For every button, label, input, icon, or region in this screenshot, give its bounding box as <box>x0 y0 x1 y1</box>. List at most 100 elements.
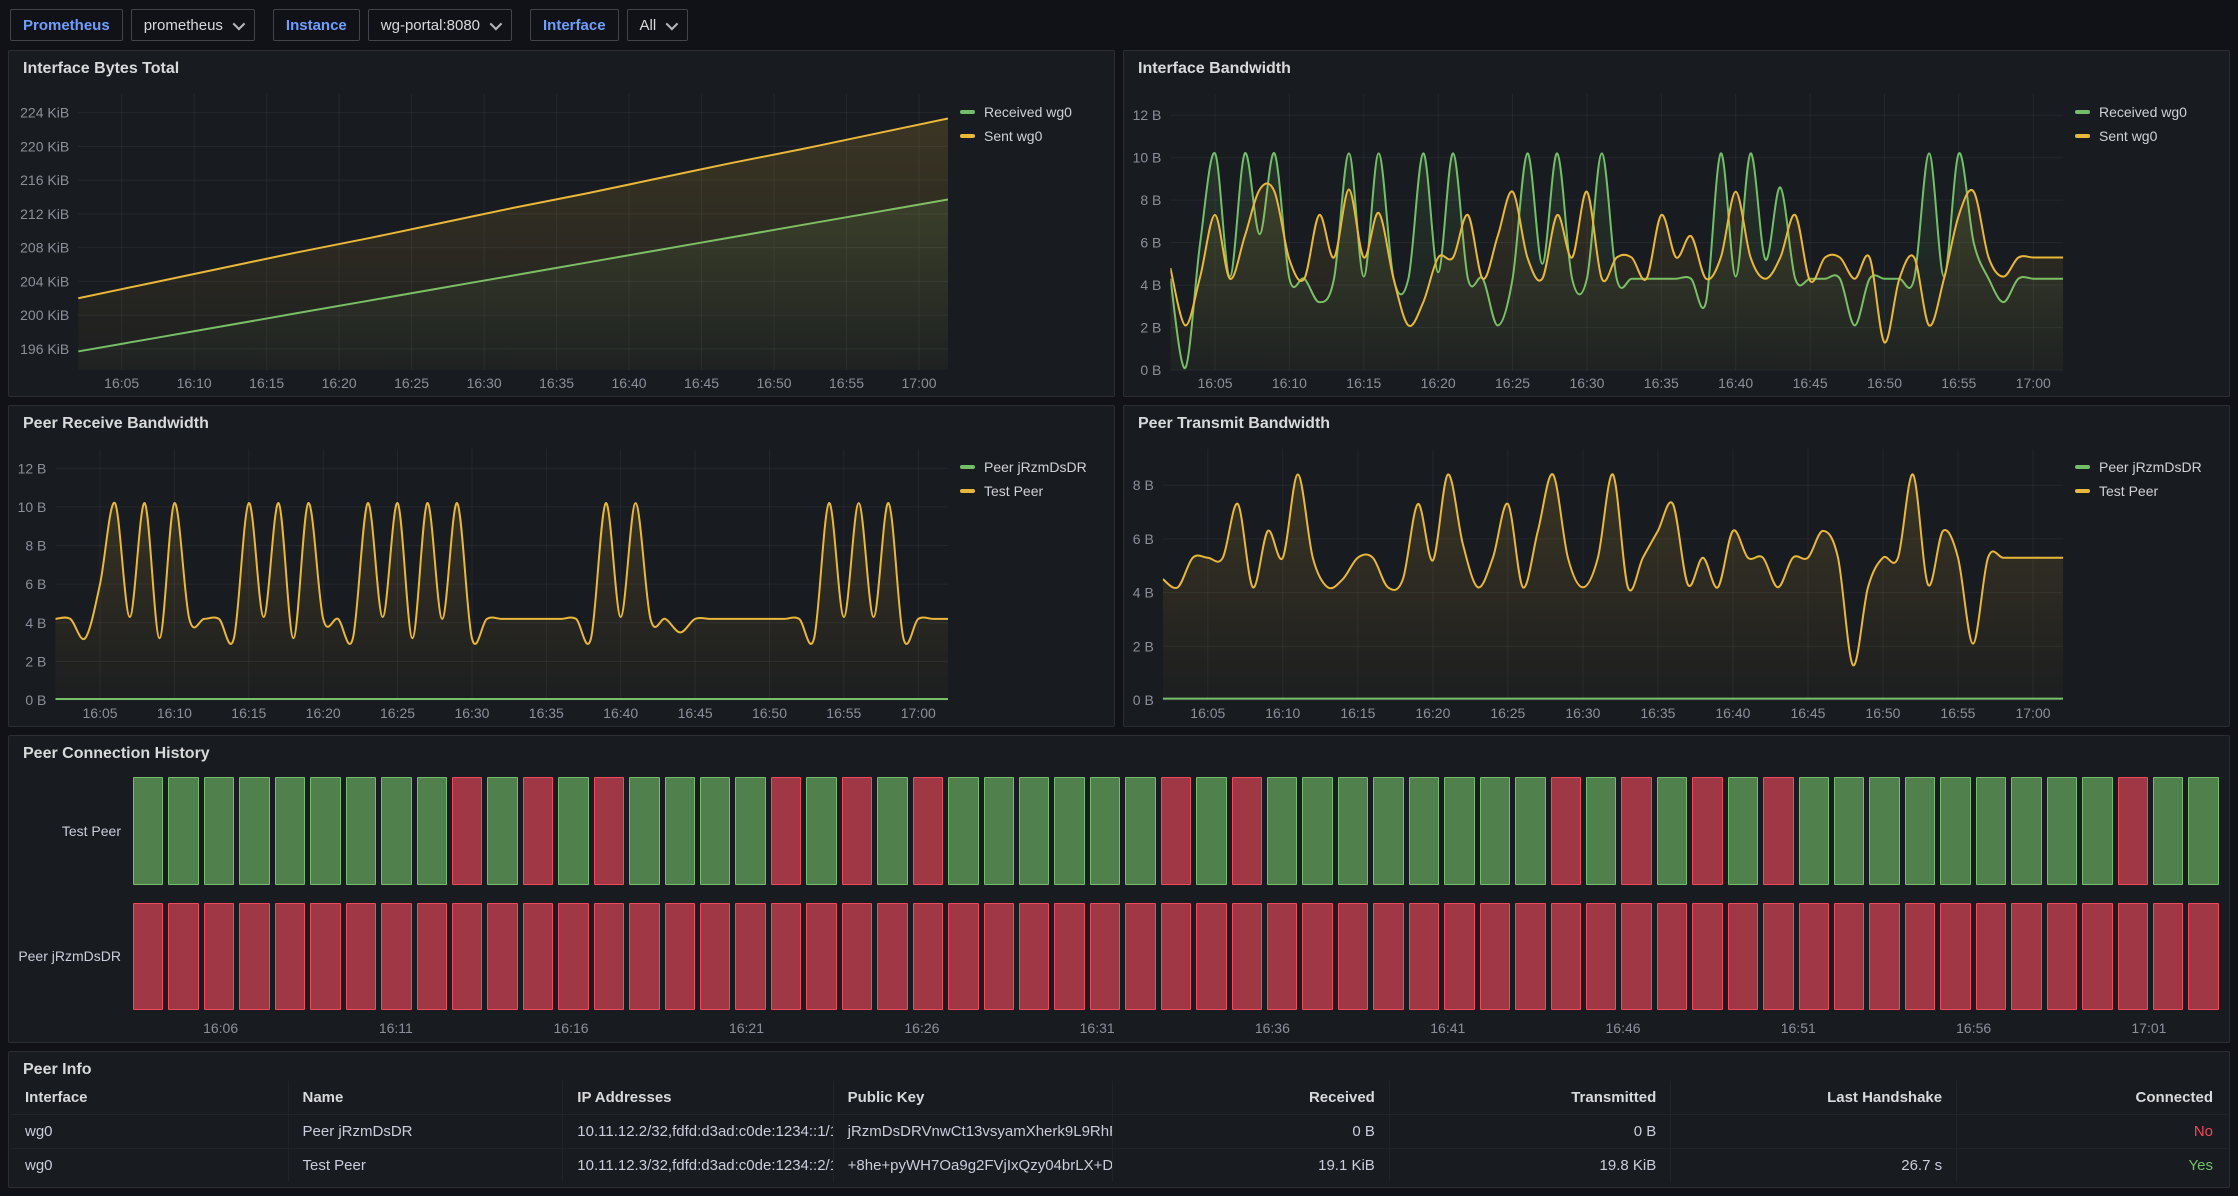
timeline-bar-up <box>381 777 412 885</box>
chart-legend: Received wg0 Sent wg0 <box>2071 80 2229 396</box>
x-axis-label: 16:05 <box>1190 705 1225 721</box>
timeline-bar-down <box>1834 902 1865 1010</box>
timeline-bar-up <box>1408 777 1440 885</box>
table-cell-public-key: jRzmDsDRVnwCt13vsyamXherk9L9RhRe <box>833 1114 1113 1149</box>
timeline-bar-down <box>1196 902 1227 1010</box>
timeline-bar-down <box>1408 902 1440 1010</box>
peer-info-table-wrap: Interface Name IP Addresses Public Key Recei… <box>9 1081 2229 1187</box>
timeline-bar-down <box>274 902 306 1010</box>
timeline-bar-up <box>1975 777 2007 885</box>
timeline-bar-up <box>735 777 766 885</box>
x-axis-label: 16:25 <box>1490 705 1525 721</box>
y-axis-label: 2 B <box>25 653 46 669</box>
table-header-last-handshake[interactable]: Last Handshake <box>1670 1081 1958 1115</box>
timeline-bar-down <box>1054 902 1085 1010</box>
timeline-bar-down <box>1585 902 1617 1010</box>
timeline-bar-up <box>487 777 518 885</box>
state-timeline[interactable]: Test Peer Peer jRzmDsDR 16:06 16:11 16:16 16… <box>9 765 2229 1042</box>
timeline-bar-down <box>1267 902 1298 1010</box>
timeline-bar-up <box>416 777 447 885</box>
timeline-bar-up <box>1196 777 1227 885</box>
legend-item[interactable]: Peer jRzmDsDR <box>2075 459 2223 475</box>
legend-item[interactable]: Received wg0 <box>2075 104 2223 120</box>
panel-title[interactable]: Peer Receive Bandwidth <box>23 415 209 432</box>
y-axis-label: 0 B <box>1133 692 1154 708</box>
timeline-bar-down <box>2082 902 2113 1010</box>
timeline-bar-down <box>1479 902 1511 1010</box>
x-axis-label: 16:05 <box>1198 375 1233 391</box>
timeline-bar-down <box>1125 902 1156 1010</box>
variable-group-prometheus: Prometheus prometheus <box>10 9 255 41</box>
legend-item[interactable]: Test Peer <box>2075 483 2223 499</box>
timeline-bar-down <box>522 777 554 885</box>
time-series-plot[interactable]: 16:05 16:10 16:15 16:20 16:25 16:30 16:35 16:40… <box>1124 435 2071 726</box>
y-axis-label: 0 B <box>1140 362 1161 378</box>
time-series-plot[interactable]: 16:05 16:10 16:15 16:20 16:25 16:30 16:35 16:40… <box>9 435 956 726</box>
timeline-bar-down <box>1798 902 1829 1010</box>
timeline-bar-down <box>487 902 518 1010</box>
timeline-bar-down <box>1302 902 1333 1010</box>
table-row: wg0 Peer jRzmDsDR 10.11.12.2/32,fdfd:d3ad:… <box>11 1114 2227 1149</box>
table-header-ip-addresses[interactable]: IP Addresses <box>562 1081 834 1115</box>
table-header-connected[interactable]: Connected <box>1956 1081 2227 1115</box>
panel-title[interactable]: Peer Connection History <box>23 745 210 762</box>
panel-interface-bytes-total: Interface Bytes Total 16:05 16:10 16:15 16:… <box>8 50 1115 397</box>
variable-select-instance[interactable]: wg-portal:8080 <box>367 9 513 41</box>
timeline-bar-down <box>664 902 695 1010</box>
legend-item[interactable]: Test Peer <box>960 483 1108 499</box>
timeline-bar-down <box>1160 777 1192 885</box>
timeline-bar-up <box>310 777 341 885</box>
legend-item[interactable]: Received wg0 <box>960 104 1108 120</box>
panel-title[interactable]: Interface Bytes Total <box>23 60 180 77</box>
timeline-bar-down <box>1373 902 1404 1010</box>
timeline-bar-down <box>1656 902 1688 1010</box>
table-header-public-key[interactable]: Public Key <box>833 1081 1113 1115</box>
legend-item[interactable]: Sent wg0 <box>960 128 1108 144</box>
panel-title[interactable]: Peer Transmit Bandwidth <box>1138 415 1331 432</box>
x-axis-label: 16:25 <box>1495 375 1530 391</box>
y-axis-label: 12 B <box>18 460 47 476</box>
x-axis-label: 16:05 <box>83 705 118 721</box>
x-axis-label: 16:30 <box>467 375 502 391</box>
timeline-bar-down <box>310 902 341 1010</box>
x-axis-label: 16:16 <box>553 1020 589 1036</box>
legend-item[interactable]: Peer jRzmDsDR <box>960 459 1108 475</box>
legend-series-label: Test Peer <box>984 483 1044 499</box>
table-header-transmitted[interactable]: Transmitted <box>1389 1081 1672 1115</box>
table-cell-name: Peer jRzmDsDR <box>288 1114 564 1149</box>
timeline-bar-up <box>168 777 199 885</box>
panel-peer-transmit-bandwidth: Peer Transmit Bandwidth 16:05 16:10 16:15 1… <box>1123 405 2230 727</box>
timeline-bar-down <box>2117 777 2148 885</box>
x-axis-label: 16:46 <box>1605 1020 1641 1036</box>
table-cell-transmitted: 19.8 KiB <box>1389 1148 1672 1182</box>
timeline-bar-up <box>2046 777 2078 885</box>
timeline-bar-down <box>1621 777 1652 885</box>
legend-item[interactable]: Sent wg0 <box>2075 128 2223 144</box>
timeline-bar-up <box>1834 777 1865 885</box>
chart-legend: Received wg0 Sent wg0 <box>956 80 1114 396</box>
timeline-row: Peer jRzmDsDR <box>9 897 2219 1017</box>
table-header-received[interactable]: Received <box>1112 1081 1390 1115</box>
timeline-row: Test Peer <box>9 771 2219 891</box>
timeline-bar-down <box>948 902 979 1010</box>
timeline-bar-down <box>841 777 873 885</box>
timeline-bar-down <box>1337 902 1369 1010</box>
timeline-bar-up <box>983 777 1014 885</box>
time-series-plot[interactable]: 16:05 16:10 16:15 16:20 16:25 16:30 16:35 16:40… <box>9 80 956 396</box>
time-series-plot[interactable]: 16:05 16:10 16:15 16:20 16:25 16:30 16:35 16:40… <box>1124 80 2071 396</box>
variable-select-interface[interactable]: All <box>626 9 689 41</box>
table-header-interface[interactable]: Interface <box>11 1081 289 1115</box>
table-header-name[interactable]: Name <box>288 1081 564 1115</box>
timeline-bar-up <box>558 777 589 885</box>
panel-title[interactable]: Peer Info <box>23 1061 92 1078</box>
legend-series-label: Test Peer <box>2099 483 2159 499</box>
variable-label-prometheus: Prometheus <box>10 9 123 41</box>
timeline-bar-down <box>2152 902 2184 1010</box>
x-axis-label: 17:01 <box>2131 1020 2167 1036</box>
y-axis-label: 6 B <box>25 576 46 592</box>
variable-select-prometheus[interactable]: prometheus <box>130 9 255 41</box>
x-axis-label: 16:45 <box>684 375 719 391</box>
panel-title[interactable]: Interface Bandwidth <box>1138 60 1291 77</box>
timeline-bar-down <box>1018 902 1050 1010</box>
